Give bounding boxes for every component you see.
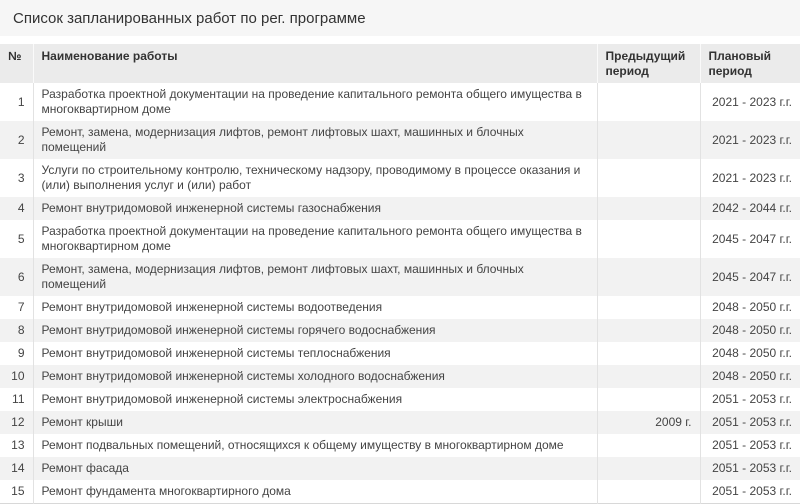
column-header-previous-period: Предыдущий период: [596, 44, 700, 83]
planned-works-table: № Наименование работы Предыдущий период …: [0, 44, 800, 504]
previous-period-cell: [596, 121, 700, 159]
row-number-cell: 14: [0, 457, 33, 480]
table-row: 13 Ремонт подвальных помещений, относящи…: [0, 434, 800, 457]
table-row: 10 Ремонт внутридомовой инженерной систе…: [0, 365, 800, 388]
planned-period-cell: 2048 - 2050 г.г.: [699, 342, 800, 365]
previous-period-cell: [596, 159, 700, 197]
work-name-cell: Ремонт внутридомовой инженерной системы …: [32, 388, 597, 411]
row-number-cell: 12: [0, 411, 33, 434]
row-number-cell: 8: [0, 319, 33, 342]
previous-period-cell: [596, 258, 700, 296]
planned-period-cell: 2021 - 2023 г.г.: [699, 83, 800, 121]
work-name-cell: Ремонт подвальных помещений, относящихся…: [32, 434, 597, 457]
table-row: 6 Ремонт, замена, модернизация лифтов, р…: [0, 258, 800, 296]
work-name-cell: Ремонт фундамента многоквартирного дома: [32, 480, 597, 504]
page-title-bar: Список запланированных работ по рег. про…: [0, 0, 800, 36]
row-number-cell: 5: [17, 231, 25, 246]
row-number-cell: 1: [17, 94, 25, 109]
previous-period-cell: [596, 434, 700, 457]
planned-period-cell: 2051 - 2053 г.г.: [699, 480, 800, 504]
row-number-cell: 3: [17, 170, 25, 185]
work-name-cell: Ремонт внутридомовой инженерной системы …: [32, 197, 597, 220]
work-name-cell: Ремонт крыши: [32, 411, 597, 434]
table-row: 4 Ремонт внутридомовой инженерной систем…: [0, 197, 800, 220]
table-row: 15 Ремонт фундамента многоквартирного до…: [0, 480, 800, 504]
table-row: 1 Разработка проектной документации на п…: [0, 83, 800, 121]
table-row: 9 Ремонт внутридомовой инженерной систем…: [0, 342, 800, 365]
previous-period-cell: [596, 480, 700, 504]
row-number-cell: 9: [17, 346, 25, 360]
work-name-cell: Разработка проектной документации на про…: [32, 83, 597, 121]
planned-period-cell: 2045 - 2047 г.г.: [699, 220, 800, 258]
previous-period-cell: [596, 220, 700, 258]
previous-period-cell: [596, 319, 700, 342]
work-name-cell: Ремонт, замена, модернизация лифтов, рем…: [32, 258, 597, 296]
table-header-row: № Наименование работы Предыдущий период …: [0, 44, 800, 83]
previous-period-cell: [596, 457, 700, 480]
table-body: 1 Разработка проектной документации на п…: [0, 83, 800, 504]
table-row: 5 Разработка проектной документации на п…: [0, 220, 800, 258]
table-row: 14 Ремонт фасада 2051 - 2053 г.г.: [0, 457, 800, 480]
work-name-cell: Ремонт внутридомовой инженерной системы …: [32, 296, 597, 319]
row-number-cell: 11: [12, 392, 25, 406]
previous-period-cell: [596, 342, 700, 365]
planned-period-cell: 2051 - 2053 г.г.: [699, 434, 800, 457]
table-row: 7 Ремонт внутридомовой инженерной систем…: [0, 296, 800, 319]
planned-period-cell: 2048 - 2050 г.г.: [699, 319, 800, 342]
row-number-cell: 4: [0, 197, 33, 220]
work-name-cell: Ремонт внутридомовой инженерной системы …: [32, 319, 597, 342]
table-row: 11 Ремонт внутридомовой инженерной систе…: [0, 388, 800, 411]
planned-period-cell: 2045 - 2047 г.г.: [699, 258, 800, 296]
work-name-cell: Ремонт внутридомовой инженерной системы …: [32, 342, 597, 365]
page-title: Список запланированных работ по рег. про…: [13, 9, 366, 27]
work-name-cell: Ремонт фасада: [32, 457, 597, 480]
work-name-cell: Ремонт внутридомовой инженерной системы …: [32, 365, 597, 388]
previous-period-cell: [596, 365, 700, 388]
previous-period-cell: [596, 388, 700, 411]
previous-period-cell: [596, 197, 700, 220]
row-number-cell: 2: [0, 121, 33, 159]
column-header-work-name: Наименование работы: [32, 44, 597, 83]
row-number-cell: 15: [11, 484, 25, 498]
planned-period-cell: 2021 - 2023 г.г.: [699, 121, 800, 159]
previous-period-cell: [596, 296, 700, 319]
work-name-cell: Ремонт, замена, модернизация лифтов, рем…: [32, 121, 597, 159]
planned-period-cell: 2051 - 2053 г.г.: [699, 411, 800, 434]
table-row: 2 Ремонт, замена, модернизация лифтов, р…: [0, 121, 800, 159]
planned-period-cell: 2051 - 2053 г.г.: [699, 388, 800, 411]
row-number-cell: 6: [0, 258, 33, 296]
planned-period-cell: 2021 - 2023 г.г.: [699, 159, 800, 197]
work-name-cell: Услуги по строительному контролю, технич…: [32, 159, 597, 197]
row-number-cell: 13: [11, 438, 25, 452]
table-row: 8 Ремонт внутридомовой инженерной систем…: [0, 319, 800, 342]
table-row: 12 Ремонт крыши 2009 г. 2051 - 2053 г.г.: [0, 411, 800, 434]
previous-period-cell: [596, 83, 700, 121]
column-header-planned-period: Плановый период: [699, 44, 800, 83]
previous-period-cell: 2009 г.: [596, 411, 700, 434]
planned-period-cell: 2051 - 2053 г.г.: [699, 457, 800, 480]
planned-period-cell: 2048 - 2050 г.г.: [699, 365, 800, 388]
row-number-cell: 7: [17, 300, 25, 314]
table-header: № Наименование работы Предыдущий период …: [0, 44, 800, 83]
planned-period-cell: 2042 - 2044 г.г.: [699, 197, 800, 220]
row-number-cell: 10: [0, 365, 33, 388]
work-name-cell: Разработка проектной документации на про…: [32, 220, 597, 258]
planned-period-cell: 2048 - 2050 г.г.: [699, 296, 800, 319]
column-header-number: №: [0, 44, 33, 83]
table-row: 3 Услуги по строительному контролю, техн…: [0, 159, 800, 197]
